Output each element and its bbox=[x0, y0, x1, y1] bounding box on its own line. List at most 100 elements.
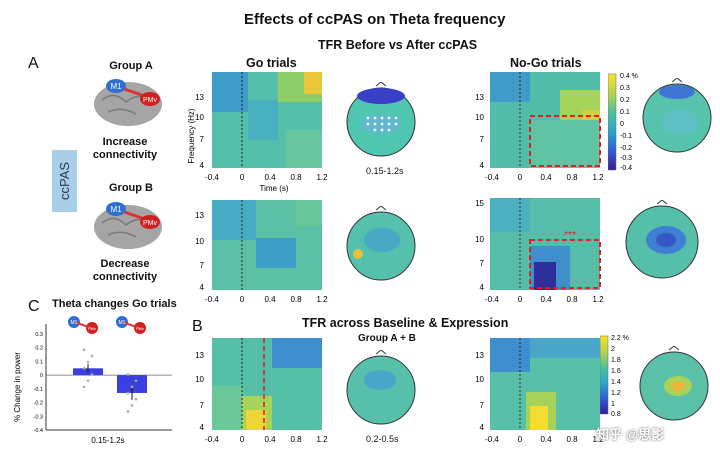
group-ab-label: Group A + B bbox=[358, 333, 416, 344]
subject-point bbox=[130, 385, 134, 389]
cb-tick: 2.2 % bbox=[611, 335, 629, 342]
xtick: 1.2 bbox=[592, 295, 604, 304]
cb-tick: -0.2 bbox=[620, 145, 632, 152]
xtick: 1.2 bbox=[316, 295, 328, 304]
xtick: -0.4 bbox=[485, 435, 499, 444]
ytick: 13 bbox=[475, 93, 484, 102]
hotspot bbox=[671, 381, 685, 391]
go-trials-title: Go trials bbox=[246, 56, 297, 70]
cb-tick: 0.4 % bbox=[620, 73, 638, 80]
tfr-b-left: 13 10 7 4 -0.4 0 0.4 0.8 1.2 bbox=[195, 338, 328, 444]
m1-label: M1 bbox=[71, 320, 78, 326]
m1-label: M1 bbox=[110, 205, 122, 214]
ytick: 0.2 bbox=[35, 346, 43, 352]
pmv-node bbox=[140, 92, 160, 106]
hotspot bbox=[353, 249, 363, 259]
ytick: 7 bbox=[480, 401, 485, 410]
section-a-title: TFR Before vs After ccPAS bbox=[318, 38, 478, 52]
x-axis-label: Time (s) bbox=[259, 184, 288, 193]
m1-label: M1 bbox=[119, 320, 126, 326]
hotspot bbox=[530, 406, 548, 430]
brain-group-b: M1 PMv bbox=[94, 202, 162, 249]
subject-point bbox=[82, 366, 86, 370]
xtick: 1.2 bbox=[316, 435, 328, 444]
cb-tick: 1.4 bbox=[611, 379, 621, 386]
ytick: -0.3 bbox=[34, 414, 43, 420]
ytick: 0 bbox=[40, 373, 43, 379]
subject-point bbox=[134, 397, 138, 401]
subject-point bbox=[126, 373, 130, 376]
m1-node bbox=[106, 202, 126, 216]
group-b-label: Group B bbox=[109, 182, 153, 194]
subject-point bbox=[86, 360, 90, 364]
subject-point bbox=[90, 373, 94, 376]
ytick: 4 bbox=[200, 161, 205, 170]
pmv-label: PMv bbox=[143, 97, 158, 104]
cb-tick: 2 bbox=[611, 346, 615, 353]
ytick: 13 bbox=[475, 351, 484, 360]
ytick: 4 bbox=[480, 283, 485, 292]
xtick: -0.4 bbox=[205, 173, 219, 182]
tfr-b-right: 13 10 7 4 -0.4 0 0.4 0.8 1.2 bbox=[475, 338, 604, 444]
ytick: 4 bbox=[200, 423, 205, 432]
ytick: 13 bbox=[195, 351, 204, 360]
xtick: -0.4 bbox=[485, 295, 499, 304]
xtick: 0 bbox=[240, 435, 245, 444]
xtick: 0.4 bbox=[264, 295, 276, 304]
xtick: 0.4 bbox=[540, 295, 552, 304]
xtick: 1.2 bbox=[316, 173, 328, 182]
xtick: 0 bbox=[240, 295, 245, 304]
ytick: 10 bbox=[195, 113, 204, 122]
ytick: 7 bbox=[200, 261, 205, 270]
m1-label: M1 bbox=[110, 82, 122, 91]
xtick: 0 bbox=[240, 173, 245, 182]
ytick: 4 bbox=[200, 283, 205, 292]
subject-point bbox=[130, 404, 134, 407]
significance-box bbox=[529, 239, 601, 289]
ytick: 13 bbox=[195, 211, 204, 220]
group-a-effect-line1: Increase bbox=[102, 136, 148, 148]
subject-point bbox=[82, 348, 86, 352]
pmv-label: PMv bbox=[88, 326, 96, 331]
xtick: 0.8 bbox=[566, 173, 578, 182]
panel-b-letter: B bbox=[192, 318, 203, 335]
section-b-title: TFR across Baseline & Expression bbox=[302, 316, 509, 330]
pmv-label: PMv bbox=[136, 326, 144, 331]
subject-point bbox=[82, 385, 86, 389]
tfr-nogo-bottom: *** 15 10 7 4 -0.4 0 0.4 0.8 1.2 bbox=[475, 198, 604, 304]
hotspot bbox=[304, 72, 322, 94]
cb-tick: 0.2 bbox=[620, 97, 630, 104]
xtick: 0.8 bbox=[290, 173, 302, 182]
xtick: 1.2 bbox=[592, 435, 604, 444]
xtick: 0.8 bbox=[290, 435, 302, 444]
ytick: -0.1 bbox=[34, 387, 43, 393]
window-label-a: 0.15-1.2s bbox=[366, 166, 404, 176]
xtick: 0.8 bbox=[566, 435, 578, 444]
xtick: 0 bbox=[518, 435, 523, 444]
scalp bbox=[346, 355, 416, 425]
subject-point bbox=[90, 354, 94, 358]
xtick: 0.8 bbox=[566, 295, 578, 304]
chart-title: Theta changes Go trials bbox=[52, 298, 177, 310]
xtick: -0.4 bbox=[205, 295, 219, 304]
xtick: 1.2 bbox=[592, 173, 604, 182]
ytick: 7 bbox=[200, 135, 205, 144]
ytick: 13 bbox=[195, 93, 204, 102]
ytick: 0.1 bbox=[35, 359, 43, 365]
subject-point bbox=[126, 410, 130, 413]
topomap-nogo-bottom bbox=[625, 200, 699, 279]
cb-tick: 0 bbox=[620, 121, 624, 128]
xtick: 0.4 bbox=[540, 435, 552, 444]
nogo-trials-title: No-Go trials bbox=[510, 56, 582, 70]
group-a-label: Group A bbox=[109, 60, 153, 72]
colorbar-b: 2.2 % 2 1.8 1.6 1.4 1.2 1 0.8 bbox=[600, 335, 629, 418]
cb-tick: 1 bbox=[611, 401, 615, 408]
cb-tick: 0.3 bbox=[620, 85, 630, 92]
topomap-b-right bbox=[639, 346, 709, 421]
bar-group-b bbox=[117, 375, 147, 393]
xtick: 0.4 bbox=[264, 435, 276, 444]
cb-tick: -0.1 bbox=[620, 133, 632, 140]
ytick: -0.2 bbox=[34, 401, 43, 407]
pmv-node bbox=[140, 215, 160, 229]
group-a-mini-brain: M1 PMv bbox=[68, 316, 98, 334]
